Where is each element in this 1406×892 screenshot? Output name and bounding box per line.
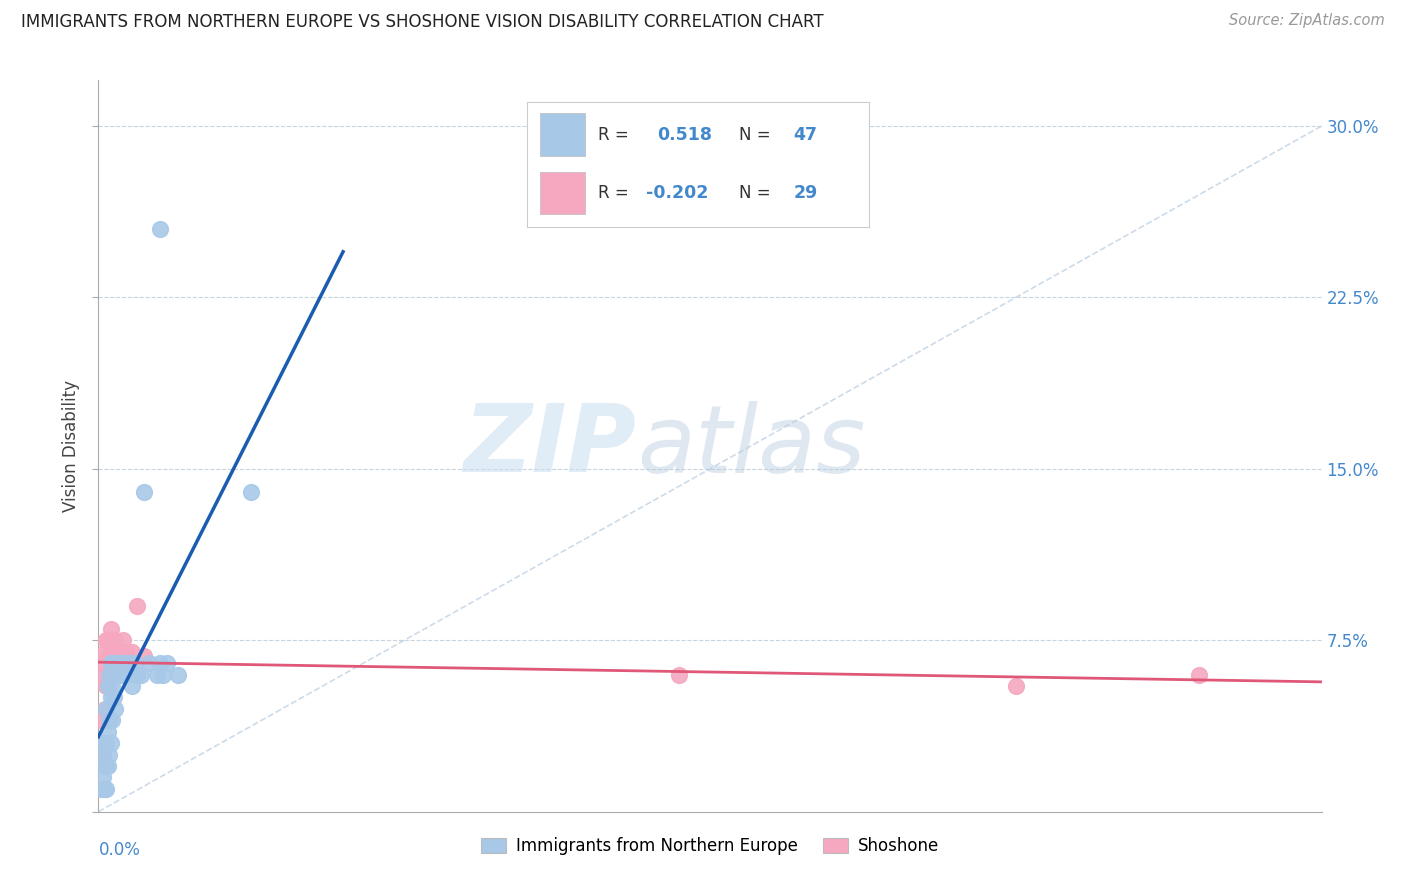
Text: 0.0%: 0.0% bbox=[98, 841, 141, 859]
Point bbox=[104, 633, 127, 648]
Point bbox=[149, 222, 172, 236]
Text: ZIP: ZIP bbox=[464, 400, 637, 492]
FancyBboxPatch shape bbox=[540, 113, 585, 156]
Text: R =: R = bbox=[599, 184, 634, 202]
Point bbox=[97, 759, 120, 773]
Point bbox=[93, 645, 115, 659]
Point bbox=[100, 656, 122, 670]
Point bbox=[101, 656, 124, 670]
Point bbox=[118, 656, 141, 670]
Text: IMMIGRANTS FROM NORTHERN EUROPE VS SHOSHONE VISION DISABILITY CORRELATION CHART: IMMIGRANTS FROM NORTHERN EUROPE VS SHOSH… bbox=[21, 13, 824, 31]
Point bbox=[90, 781, 112, 796]
Point bbox=[97, 649, 120, 664]
Point bbox=[112, 656, 135, 670]
Point bbox=[90, 667, 112, 681]
Point bbox=[108, 667, 131, 681]
Point bbox=[98, 633, 121, 648]
Y-axis label: Vision Disability: Vision Disability bbox=[62, 380, 80, 512]
Point bbox=[152, 667, 174, 681]
Point bbox=[240, 484, 263, 499]
Text: Source: ZipAtlas.com: Source: ZipAtlas.com bbox=[1229, 13, 1385, 29]
Point bbox=[121, 679, 143, 693]
Point bbox=[167, 667, 190, 681]
Point bbox=[1188, 667, 1211, 681]
Point bbox=[121, 645, 143, 659]
Point bbox=[93, 781, 115, 796]
Point bbox=[94, 702, 117, 716]
Point bbox=[156, 656, 179, 670]
FancyBboxPatch shape bbox=[540, 172, 585, 214]
Point bbox=[115, 645, 138, 659]
Point bbox=[98, 747, 121, 762]
Point bbox=[108, 656, 131, 670]
Point bbox=[91, 747, 114, 762]
Point bbox=[98, 667, 121, 681]
Point bbox=[101, 679, 124, 693]
Point bbox=[94, 781, 117, 796]
Point bbox=[134, 649, 156, 664]
Point bbox=[103, 690, 125, 705]
Point bbox=[104, 667, 127, 681]
Point bbox=[94, 679, 117, 693]
Point bbox=[93, 702, 115, 716]
Point bbox=[100, 736, 122, 750]
Point bbox=[94, 759, 117, 773]
Point bbox=[98, 714, 121, 728]
Point bbox=[90, 714, 112, 728]
Point bbox=[97, 679, 120, 693]
Point bbox=[101, 645, 124, 659]
Point bbox=[103, 645, 125, 659]
Point bbox=[97, 724, 120, 739]
Point bbox=[100, 656, 122, 670]
Point bbox=[94, 633, 117, 648]
Point bbox=[134, 484, 156, 499]
Point bbox=[111, 633, 134, 648]
Point bbox=[97, 679, 120, 693]
Point bbox=[103, 656, 125, 670]
Point bbox=[668, 667, 690, 681]
Point bbox=[105, 645, 128, 659]
Point bbox=[1004, 679, 1026, 693]
Point bbox=[104, 702, 127, 716]
Point bbox=[100, 690, 122, 705]
Point bbox=[145, 667, 167, 681]
Point bbox=[93, 736, 115, 750]
Point bbox=[93, 759, 115, 773]
Point bbox=[100, 622, 122, 636]
Point bbox=[110, 656, 132, 670]
Point bbox=[107, 656, 129, 670]
Point bbox=[91, 771, 114, 785]
Point bbox=[138, 656, 160, 670]
Point bbox=[149, 656, 172, 670]
Text: N =: N = bbox=[740, 126, 776, 144]
Point bbox=[125, 599, 148, 613]
Legend: Immigrants from Northern Europe, Shoshone: Immigrants from Northern Europe, Shoshon… bbox=[474, 830, 946, 862]
Point bbox=[111, 667, 134, 681]
Point bbox=[115, 667, 138, 681]
Point bbox=[124, 656, 146, 670]
Point bbox=[94, 736, 117, 750]
Text: 47: 47 bbox=[794, 126, 818, 144]
Point bbox=[118, 656, 141, 670]
Point bbox=[101, 714, 124, 728]
Text: R =: R = bbox=[599, 126, 634, 144]
Text: atlas: atlas bbox=[637, 401, 865, 491]
Text: 29: 29 bbox=[794, 184, 818, 202]
Point bbox=[91, 656, 114, 670]
Point bbox=[105, 667, 128, 681]
Text: 0.518: 0.518 bbox=[657, 126, 711, 144]
Text: -0.202: -0.202 bbox=[647, 184, 709, 202]
Point bbox=[98, 667, 121, 681]
Point bbox=[97, 633, 120, 648]
Text: N =: N = bbox=[740, 184, 776, 202]
Point bbox=[129, 667, 152, 681]
Point bbox=[125, 667, 148, 681]
Point bbox=[91, 747, 114, 762]
